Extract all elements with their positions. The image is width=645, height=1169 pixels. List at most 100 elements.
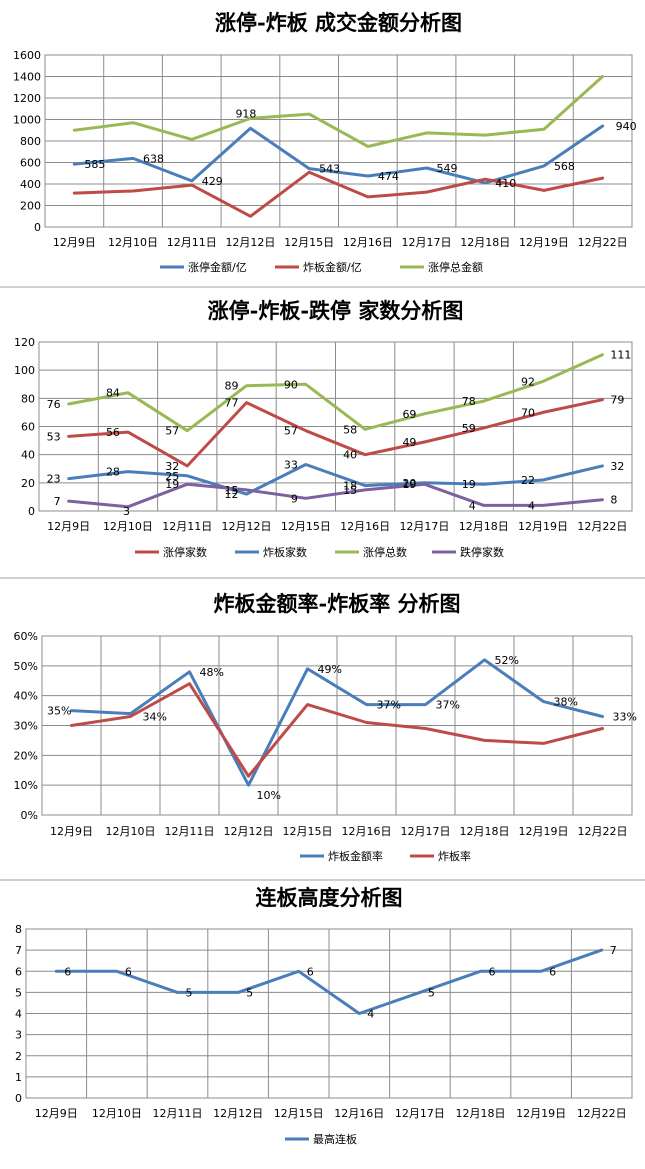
x-tick-label: 12月11日: [153, 1107, 203, 1120]
data-label: 53: [47, 430, 61, 443]
x-tick-label: 12月16日: [340, 520, 390, 533]
data-label: 5: [186, 986, 193, 999]
data-label: 8: [610, 494, 617, 507]
series-line: [67, 463, 604, 496]
y-tick-label: 1200: [13, 92, 41, 105]
legend-label: 炸板家数: [263, 545, 307, 559]
x-tick-label: 12月19日: [519, 825, 569, 838]
data-label: 57: [165, 425, 179, 438]
y-tick-label: 1000: [13, 114, 41, 127]
x-tick-label: 12月22日: [578, 825, 628, 838]
x-tick-label: 12月15日: [284, 236, 334, 249]
data-label: 19: [462, 478, 476, 491]
x-tick-label: 12月19日: [519, 236, 569, 249]
data-label: 6: [489, 965, 496, 978]
y-tick-label: 0: [28, 505, 35, 518]
data-label: 33: [284, 459, 298, 472]
series-line: [72, 75, 605, 148]
y-tick-label: 1600: [13, 49, 41, 62]
data-label: 4: [367, 1008, 374, 1021]
series-line: [67, 353, 604, 433]
data-label: 69: [402, 408, 416, 421]
chart-3: 炸板金额率-炸板率 分析图 0% 10% 20% 30% 40% 50% 60% 12月9日 12…: [14, 591, 637, 863]
data-label: 7: [610, 944, 617, 957]
data-label: 84: [106, 387, 120, 400]
data-label: 568: [554, 160, 575, 173]
x-tick-label: 12月17日: [399, 520, 449, 533]
x-tick-label: 12月15日: [281, 520, 331, 533]
data-label: 49%: [318, 663, 342, 676]
data-label: 70: [521, 406, 535, 419]
legend-label: 炸板率: [438, 849, 471, 863]
legend-label: 最高连板: [313, 1132, 357, 1146]
data-label: 59: [462, 422, 476, 435]
series-line: [70, 682, 604, 778]
data-label: 543: [319, 163, 340, 176]
y-tick-label: 0: [34, 221, 41, 234]
data-label: 6: [64, 965, 71, 978]
y-tick-label: 100: [14, 364, 35, 377]
chart-1: 涨停-炸板 成交金额分析图 0 200 400 600 800 1000 1200 1400 16…: [13, 10, 637, 274]
y-tick-label: 30%: [14, 720, 38, 733]
data-label: 77: [225, 397, 239, 410]
y-tick-label: 4: [15, 1008, 22, 1021]
y-tick-label: 8: [15, 923, 22, 936]
x-tick-label: 12月10日: [106, 825, 156, 838]
data-label: 34%: [143, 711, 167, 724]
y-tick-label: 60: [21, 421, 35, 434]
x-tick-label: 12月18日: [456, 1107, 506, 1120]
data-label: 474: [378, 170, 399, 183]
x-tick-label: 12月11日: [167, 236, 217, 249]
x-tick-label: 12月9日: [53, 236, 96, 249]
series-line: [67, 398, 604, 468]
data-label: 4: [469, 499, 476, 512]
y-tick-label: 10%: [14, 779, 38, 792]
y-tick-label: 3: [15, 1029, 22, 1042]
y-tick-label: 5: [15, 986, 22, 999]
data-label: 638: [143, 152, 164, 165]
x-tick-label: 12月12日: [225, 236, 275, 249]
data-label: 23: [47, 473, 61, 486]
data-label: 19: [165, 478, 179, 491]
x-tick-label: 12月11日: [162, 520, 212, 533]
data-label: 410: [495, 177, 516, 190]
y-tick-label: 0%: [21, 809, 38, 822]
data-label: 19: [402, 478, 416, 491]
x-tick-label: 12月10日: [108, 236, 158, 249]
y-tick-label: 120: [14, 336, 35, 349]
y-tick-label: 7: [15, 944, 22, 957]
legend-label: 跌停家数: [460, 545, 504, 559]
data-label: 9: [291, 492, 298, 505]
x-tick-label: 12月15日: [283, 825, 333, 838]
data-label: 76: [47, 398, 61, 411]
x-tick-label: 12月17日: [395, 1107, 445, 1120]
y-tick-label: 1: [15, 1071, 22, 1084]
data-label: 79: [610, 394, 624, 407]
data-label: 57: [284, 425, 298, 438]
data-label: 35%: [47, 705, 71, 718]
data-label: 940: [616, 120, 637, 133]
data-label: 48%: [200, 666, 224, 679]
series-line: [70, 658, 604, 787]
data-label: 3: [123, 505, 130, 518]
data-label: 52%: [495, 654, 519, 667]
x-tick-label: 12月17日: [401, 825, 451, 838]
x-tick-label: 12月12日: [222, 520, 272, 533]
x-tick-label: 12月10日: [92, 1107, 142, 1120]
data-label: 25: [165, 470, 179, 483]
chart-4: 连板高度分析图 0 1 2 3 4 5 6 7 8 12月9日 12月10日 12月11日 12月12日 1…: [15, 885, 633, 1146]
x-tick-label: 12月16日: [334, 1107, 384, 1120]
x-tick-label: 12月19日: [518, 520, 568, 533]
legend-label: 涨停总金额: [428, 260, 483, 274]
data-label: 10%: [257, 789, 281, 802]
data-label: 5: [246, 986, 253, 999]
y-tick-label: 2: [15, 1050, 22, 1063]
x-tick-label: 12月18日: [460, 825, 510, 838]
data-label: 111: [610, 349, 631, 362]
data-label: 18: [343, 480, 357, 493]
y-tick-label: 800: [20, 135, 41, 148]
y-tick-label: 20%: [14, 749, 38, 762]
x-tick-label: 12月22日: [577, 520, 627, 533]
x-tick-label: 12月22日: [578, 236, 628, 249]
